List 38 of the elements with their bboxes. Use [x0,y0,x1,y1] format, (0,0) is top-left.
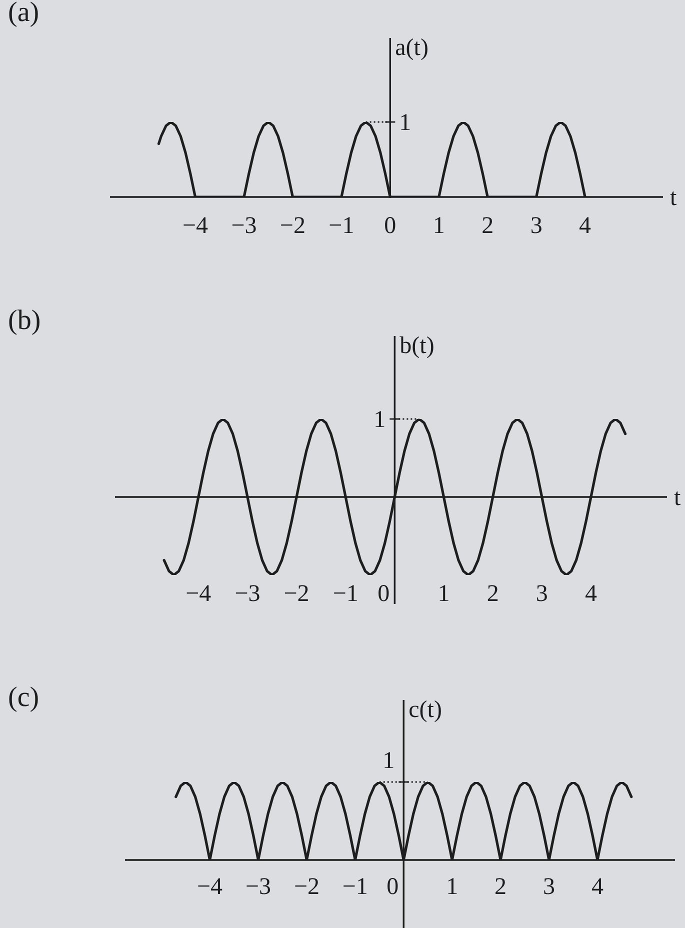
x-tick-label: 2 [494,874,507,900]
chart-title: (b) [8,305,41,337]
x-tick-label: −2 [294,874,320,900]
x-tick-label: −3 [234,581,260,607]
x-tick-label: 0 [384,213,396,239]
x-tick-label: 1 [432,213,445,239]
x-tick-label: −4 [197,874,223,900]
x-tick-label: 3 [536,581,548,607]
annotation: 1 [374,407,386,433]
y-axis-title: b(t) [400,333,434,359]
x-tick-label: 4 [579,213,592,239]
x-tick-label: 3 [543,874,556,900]
annotation: 1 [399,110,412,136]
x-tick-label: −2 [280,213,306,239]
x-tick-label: 4 [584,581,597,607]
x-tick-label: 1 [446,874,458,900]
x-tick-label: −4 [182,213,208,239]
x-axis-title: t [670,185,677,211]
x-tick-label: 3 [530,213,542,239]
x-tick-label: 2 [482,213,494,239]
x-tick-label: −4 [186,581,212,607]
x-tick-label: −2 [284,581,310,607]
x-tick-label: 2 [486,581,499,607]
x-tick-label: −1 [328,213,354,239]
y-axis-title: c(t) [408,697,442,723]
x-tick-label: 1 [438,581,450,607]
x-tick-label: −1 [332,581,358,607]
x-tick-label: 0 [386,874,399,900]
text: 1 [382,748,395,774]
x-tick-label: 4 [591,874,604,900]
x-tick-label: 0 [378,581,390,607]
x-tick-label: −3 [231,213,257,239]
x-tick-label: −3 [245,874,272,900]
x-tick-label: −1 [342,874,368,900]
x-axis-title: t [674,485,681,511]
y-axis-title: a(t) [395,35,428,61]
chart-title: (c) [8,682,40,714]
chart-title: (a) [8,0,40,29]
